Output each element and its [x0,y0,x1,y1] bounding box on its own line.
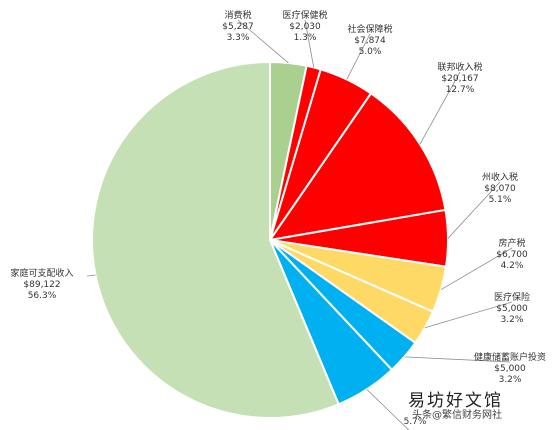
leader-line-7 [404,356,511,363]
slice-amount-9: $89,122 [23,280,60,290]
leader-line-5 [440,247,513,291]
slice-label-2: 社会保障税 [347,23,392,35]
slice-percent-text-0: 3.3% [227,33,250,43]
slice-label-7: 健康储蓄账户投资 [474,351,546,363]
leader-line-3 [419,71,461,145]
leader-line-2 [346,33,371,80]
leader-line-6 [424,301,513,329]
slice-amount-1: $2,030 [289,22,321,32]
slice-label-1: 医疗保健税 [282,9,327,21]
leader-line-4 [447,181,501,239]
slice-label-6: 医疗保险 [494,291,530,303]
slice-percent-text-4: 5.1% [489,195,512,205]
slice-labels: 消费税$5,2873.3%医疗保健税$2,0301.3%社会保障税$7,8745… [10,9,546,427]
slice-label-4: 州收入税 [482,171,518,183]
pie-slices [91,60,449,419]
slice-amount-7: $5,000 [494,364,526,374]
slice-amount-0: $5,287 [222,22,254,32]
leader-line-9 [86,274,96,277]
leader-line-0 [237,19,289,64]
slice-percent-text-8: 5.7% [404,417,427,427]
slice-label-3: 联邦收入税 [437,61,482,73]
slice-percent-text-6: 3.2% [501,315,524,325]
leader-line-8 [366,389,410,430]
watermark-title: 易坊好文馆 [408,391,503,411]
slice-label-5: 房产税 [498,237,525,249]
slice-amount-2: $7,874 [354,36,386,46]
watermark-subtitle: 头条@繁信财务网社 [412,410,502,421]
slice-percent-text-5: 4.2% [501,261,524,271]
slice-amount-5: $6,700 [496,250,528,260]
slice-percent-text-1: 1.3% [294,33,317,43]
slice-percent-text-7: 3.2% [499,375,522,385]
leader-line-1 [304,19,315,68]
slice-label-9: 家庭可支配收入 [10,267,73,279]
slice-percent-text-3: 12.7% [446,85,475,95]
slice-amount-4: $8,070 [484,184,516,194]
slice-percent-text-2: 5.0% [359,47,382,57]
pie-slice-3 [267,92,447,242]
slice-amount-6: $5,000 [496,304,528,314]
slice-label-0: 消费税 [224,9,251,21]
leader-lines [86,19,513,430]
pie-slice-9 [91,60,340,419]
slice-percent-text-9: 56.3% [28,291,57,301]
slice-amount-3: $20,167 [441,74,478,84]
